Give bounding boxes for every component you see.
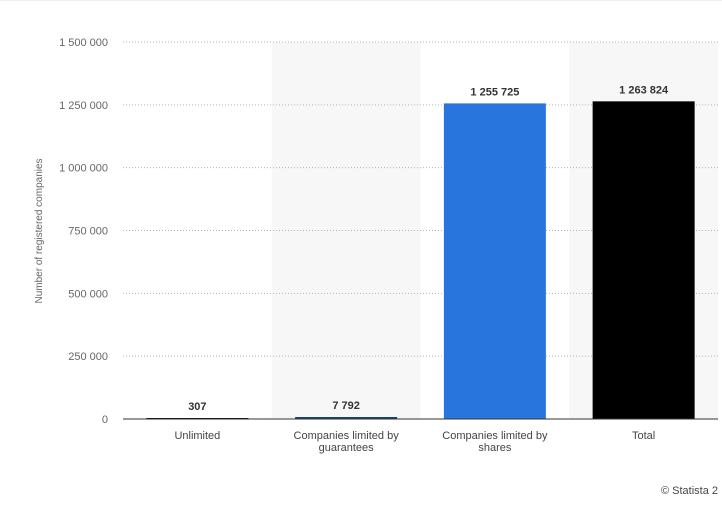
y-tick-label: 1 500 000 xyxy=(59,37,108,49)
y-tick-label: 0 xyxy=(102,414,108,426)
x-category-label: Companies limited by shares xyxy=(442,430,548,454)
bar[interactable] xyxy=(443,103,546,420)
top-border xyxy=(0,0,722,1)
data-label: 1 263 824 xyxy=(619,84,669,96)
y-tick-label: 750 000 xyxy=(68,226,108,238)
x-category-label: Total xyxy=(632,430,655,442)
statista-credit[interactable]: © Statista 2 xyxy=(661,485,719,497)
y-axis-ticks: 0 250 000 500 000 750 000 1 000 000 1 250 000… xyxy=(59,37,108,426)
category-band xyxy=(271,42,421,419)
y-tick-label: 1 250 000 xyxy=(59,100,108,112)
y-tick-label: 250 000 xyxy=(68,351,108,363)
data-label: 307 xyxy=(188,401,206,413)
x-axis-categories: Unlimited Companies limited by guarantees C… xyxy=(174,430,655,454)
bar[interactable] xyxy=(295,417,398,419)
x-category-label: Companies limited by guarantees xyxy=(294,430,400,454)
bar[interactable] xyxy=(592,101,695,420)
data-labels: 307 7 792 1 255 725 1 263 824 xyxy=(188,84,669,413)
data-label: 1 255 725 xyxy=(470,86,519,98)
y-tick-label: 500 000 xyxy=(68,288,108,300)
x-category-label: Unlimited xyxy=(174,430,220,442)
data-label: 7 792 xyxy=(332,400,360,412)
y-axis-label: Number of registered companies xyxy=(34,158,45,303)
y-tick-label: 1 000 000 xyxy=(59,163,108,175)
